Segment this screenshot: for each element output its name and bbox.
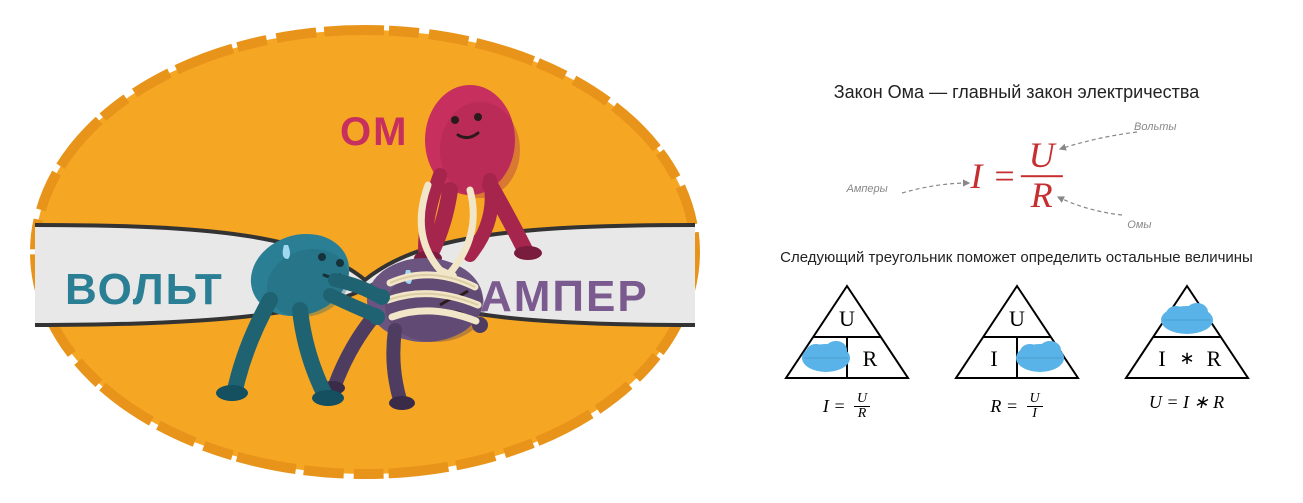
- tri2-formula: R = UI: [990, 392, 1042, 421]
- triangles-row: U R I = UR U I: [782, 282, 1252, 421]
- cloud-icon: [1161, 303, 1213, 334]
- tri2-U: U: [1009, 306, 1025, 331]
- tri1-U: U: [839, 306, 855, 331]
- annot-amperes: Амперы: [847, 183, 888, 195]
- label-ohm: ОМ: [340, 110, 408, 155]
- main-title: Закон Ома — главный закон электричества: [834, 82, 1199, 103]
- formula-eq: =: [994, 155, 1014, 197]
- svg-text:I: I: [1158, 346, 1165, 371]
- cloud-icon: [802, 341, 850, 372]
- triangle-R: U I R = UI: [952, 282, 1082, 421]
- triangle-U: I ∗ R U = I ∗ R: [1122, 282, 1252, 421]
- main-formula: I = U R Амперы Вольты Омы: [827, 121, 1207, 231]
- illustration-svg: [30, 25, 700, 480]
- svg-text:∗: ∗: [1179, 348, 1194, 368]
- tri1-formula: I = UR: [823, 392, 870, 421]
- label-volt: ВОЛЬТ: [65, 265, 224, 315]
- triangle-I: U R I = UR: [782, 282, 912, 421]
- subtitle: Следующий треугольник поможет определить…: [780, 249, 1253, 266]
- label-amper: АМПЕР: [480, 272, 649, 322]
- tri1-R: R: [862, 346, 877, 371]
- ohms-law-cartoon: ОМ ВОЛЬТ АМПЕР: [0, 0, 730, 503]
- svg-text:R: R: [1206, 346, 1221, 371]
- cloud-icon: [1016, 341, 1064, 372]
- tri3-formula: U = I ∗ R: [1149, 392, 1224, 413]
- formulas-panel: Закон Ома — главный закон электричества …: [730, 62, 1303, 441]
- tri2-I: I: [990, 346, 997, 371]
